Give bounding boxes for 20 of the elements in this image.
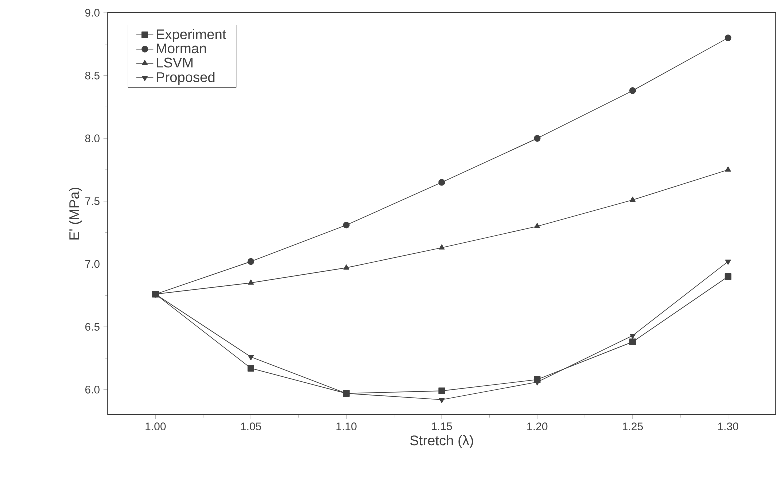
y-tick-label: 9.0: [86, 9, 100, 17]
x-tick-label: 1.25: [623, 422, 644, 431]
y-tick-label: 7.5: [86, 198, 100, 206]
x-tick-label: 1.05: [241, 422, 262, 431]
x-tick-label: 1.00: [146, 422, 166, 431]
y-tick-label: 7.0: [86, 260, 100, 268]
legend-label: Experiment: [157, 29, 226, 42]
x-tick-label: 1.20: [528, 422, 548, 431]
x-tick-label: 1.10: [336, 422, 357, 431]
x-tick-label: 1.15: [432, 422, 452, 430]
y-axis-title: E' (MPa): [69, 188, 82, 240]
legend-label: Morman: [157, 44, 206, 54]
legend-label: Proposed: [157, 72, 215, 86]
y-tick-label: 6.5: [86, 323, 100, 331]
y-tick-label: 6.0: [86, 386, 100, 394]
y-tick-label: 8.5: [85, 72, 100, 80]
x-tick-label: 1.30: [718, 422, 739, 431]
legend-label: LSVM: [157, 58, 193, 68]
y-tick-label: 8.0: [85, 134, 100, 143]
x-axis-title: Stretch (λ): [410, 435, 474, 448]
